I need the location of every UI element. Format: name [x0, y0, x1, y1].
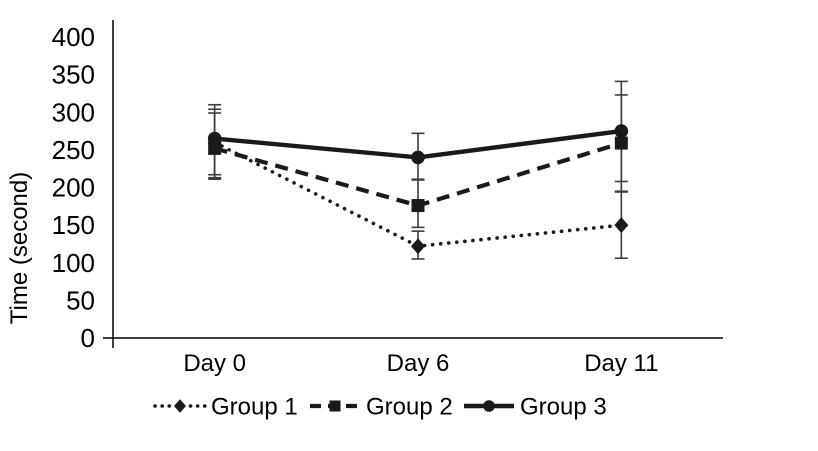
circle-marker — [411, 150, 425, 165]
y-tick-label: 250 — [52, 135, 95, 165]
y-tick-label: 200 — [52, 173, 95, 203]
legend-circle-marker — [483, 400, 495, 412]
circle-marker — [207, 131, 222, 146]
legend-square-marker — [329, 400, 341, 412]
x-tick-label: Day 6 — [387, 350, 450, 377]
legend-label: Group 2 — [366, 393, 453, 420]
diamond-marker — [614, 217, 629, 234]
diamond-marker — [411, 238, 425, 255]
x-tick-label: Day 11 — [584, 350, 658, 377]
legend-diamond-marker — [174, 399, 186, 413]
y-tick-label: 400 — [52, 22, 95, 52]
legend-label: Group 1 — [211, 393, 298, 420]
y-tick-label: 150 — [52, 210, 95, 240]
legend-label: Group 3 — [520, 393, 607, 420]
y-tick-label: 350 — [52, 60, 95, 90]
square-marker — [411, 199, 425, 213]
y-tick-label: 50 — [66, 285, 95, 315]
y-tick-label: 300 — [52, 97, 95, 127]
circle-marker — [614, 124, 629, 138]
x-tick-label: Day 0 — [183, 350, 246, 377]
plot-area: 0 50 100 150 200 250 300 350 400 Day 0 Day 6 Day 11… — [52, 20, 723, 420]
y-tick-label: 100 — [52, 248, 95, 278]
square-marker — [208, 141, 222, 155]
y-axis-title: Time (second) — [6, 172, 33, 324]
y-tick-label: 0 — [81, 323, 95, 353]
square-marker — [614, 136, 628, 150]
